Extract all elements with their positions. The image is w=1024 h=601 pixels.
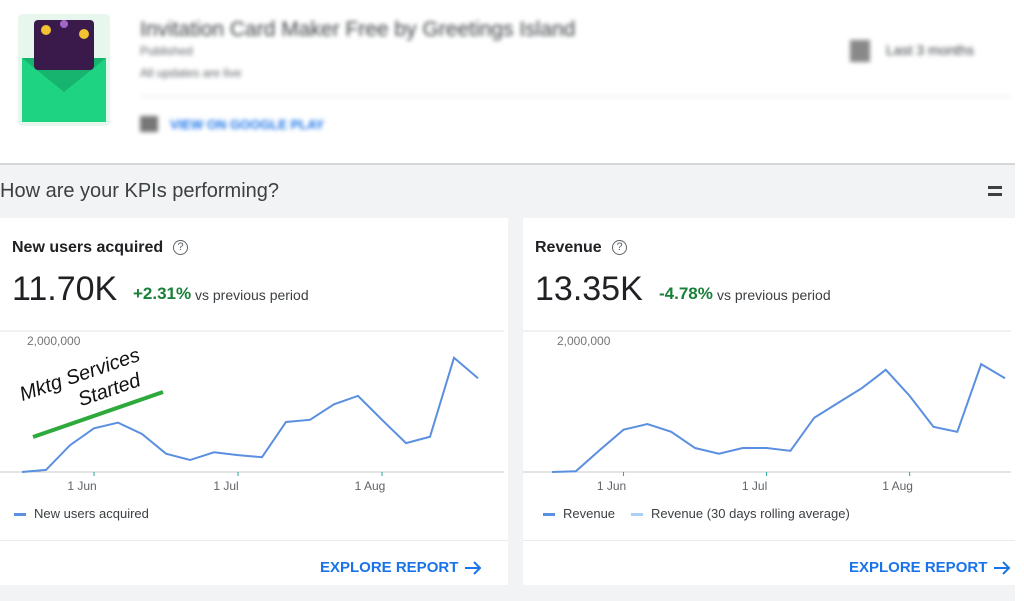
card-title: Revenue — [535, 239, 602, 256]
legend-label: New users acquired — [34, 506, 149, 521]
app-icon — [18, 14, 110, 126]
line-chart: 2,000,000 1 Jun 1 Jul 1 Aug — [0, 330, 504, 493]
kpi-change: +2.31% — [133, 284, 192, 303]
x-tick-label: 1 Jun — [597, 479, 626, 493]
line-chart: 2,000,000 1 Jun 1 Jul 1 Aug — [523, 330, 1011, 493]
app-name: Invitation Card Maker Free by Greetings … — [140, 18, 576, 41]
x-tick-label: 1 Aug — [355, 479, 386, 493]
card-divider — [523, 540, 1015, 541]
legend-swatch — [543, 513, 555, 517]
kpi-change: -4.78% — [659, 284, 713, 303]
legend-swatch — [14, 513, 26, 517]
kpi-value: 11.70K — [12, 270, 118, 308]
header-divider — [140, 96, 1010, 97]
kpi-card: Revenue? 13.35K -4.78% vs previous period 2,… — [523, 218, 1015, 585]
section-title: How are your KPIs performing? — [0, 180, 280, 202]
arrow — [994, 560, 1011, 575]
data-line — [21, 356, 479, 473]
card-divider — [0, 540, 508, 541]
x-tick-label: 1 Jul — [742, 479, 767, 493]
explore-label: EXPLORE REPORT — [320, 559, 459, 576]
explore-report[interactable]: EXPLORE REPORT — [849, 559, 1011, 576]
kpi-change-note: vs previous period — [195, 287, 309, 303]
legend-item: New users acquired — [14, 506, 149, 521]
legend: New users acquired — [14, 506, 149, 521]
x-tick-label: 1 Jun — [67, 479, 96, 493]
app-status: Published — [140, 44, 193, 58]
app-status-detail: All updates are live — [140, 66, 242, 80]
y-tick-label: 2,000,000 — [557, 334, 611, 348]
y-tick-label: 2,000,000 — [27, 334, 81, 348]
annotation-underline — [32, 390, 164, 439]
x-tick-label: 1 Jul — [213, 479, 238, 493]
kpi-value: 13.35K — [535, 270, 643, 308]
menu-icon[interactable] — [988, 186, 1002, 196]
arrow — [465, 560, 482, 575]
store-link[interactable]: VIEW ON GOOGLE PLAY — [170, 117, 325, 132]
kpi-card: New users acquired? 11.70K +2.31% vs previo… — [0, 218, 508, 585]
play-icon — [140, 116, 158, 132]
data-line — [551, 362, 1006, 473]
legend-label: Revenue — [563, 506, 616, 521]
card-title: New users acquired — [12, 239, 164, 256]
x-tick-label: 1 Aug — [882, 479, 913, 493]
arrow-icon — [465, 560, 482, 575]
legend-label: Revenue (30 days rolling average) — [651, 506, 850, 521]
help-icon: ? — [173, 240, 188, 255]
legend-item: Revenue (30 days rolling average) — [631, 506, 850, 521]
help-icon: ? — [612, 240, 627, 255]
explore-label: EXPLORE REPORT — [849, 559, 988, 576]
arrow-icon — [994, 560, 1011, 575]
date-range[interactable]: Last 3 months — [886, 42, 974, 58]
legend-swatch — [631, 513, 644, 517]
legend-item: Revenue — [543, 506, 615, 521]
explore-report[interactable]: EXPLORE REPORT — [320, 559, 482, 576]
calendar-icon — [850, 40, 870, 62]
legend: Revenue Revenue (30 days rolling average) — [543, 506, 850, 521]
kpi-change-note: vs previous period — [717, 287, 831, 303]
